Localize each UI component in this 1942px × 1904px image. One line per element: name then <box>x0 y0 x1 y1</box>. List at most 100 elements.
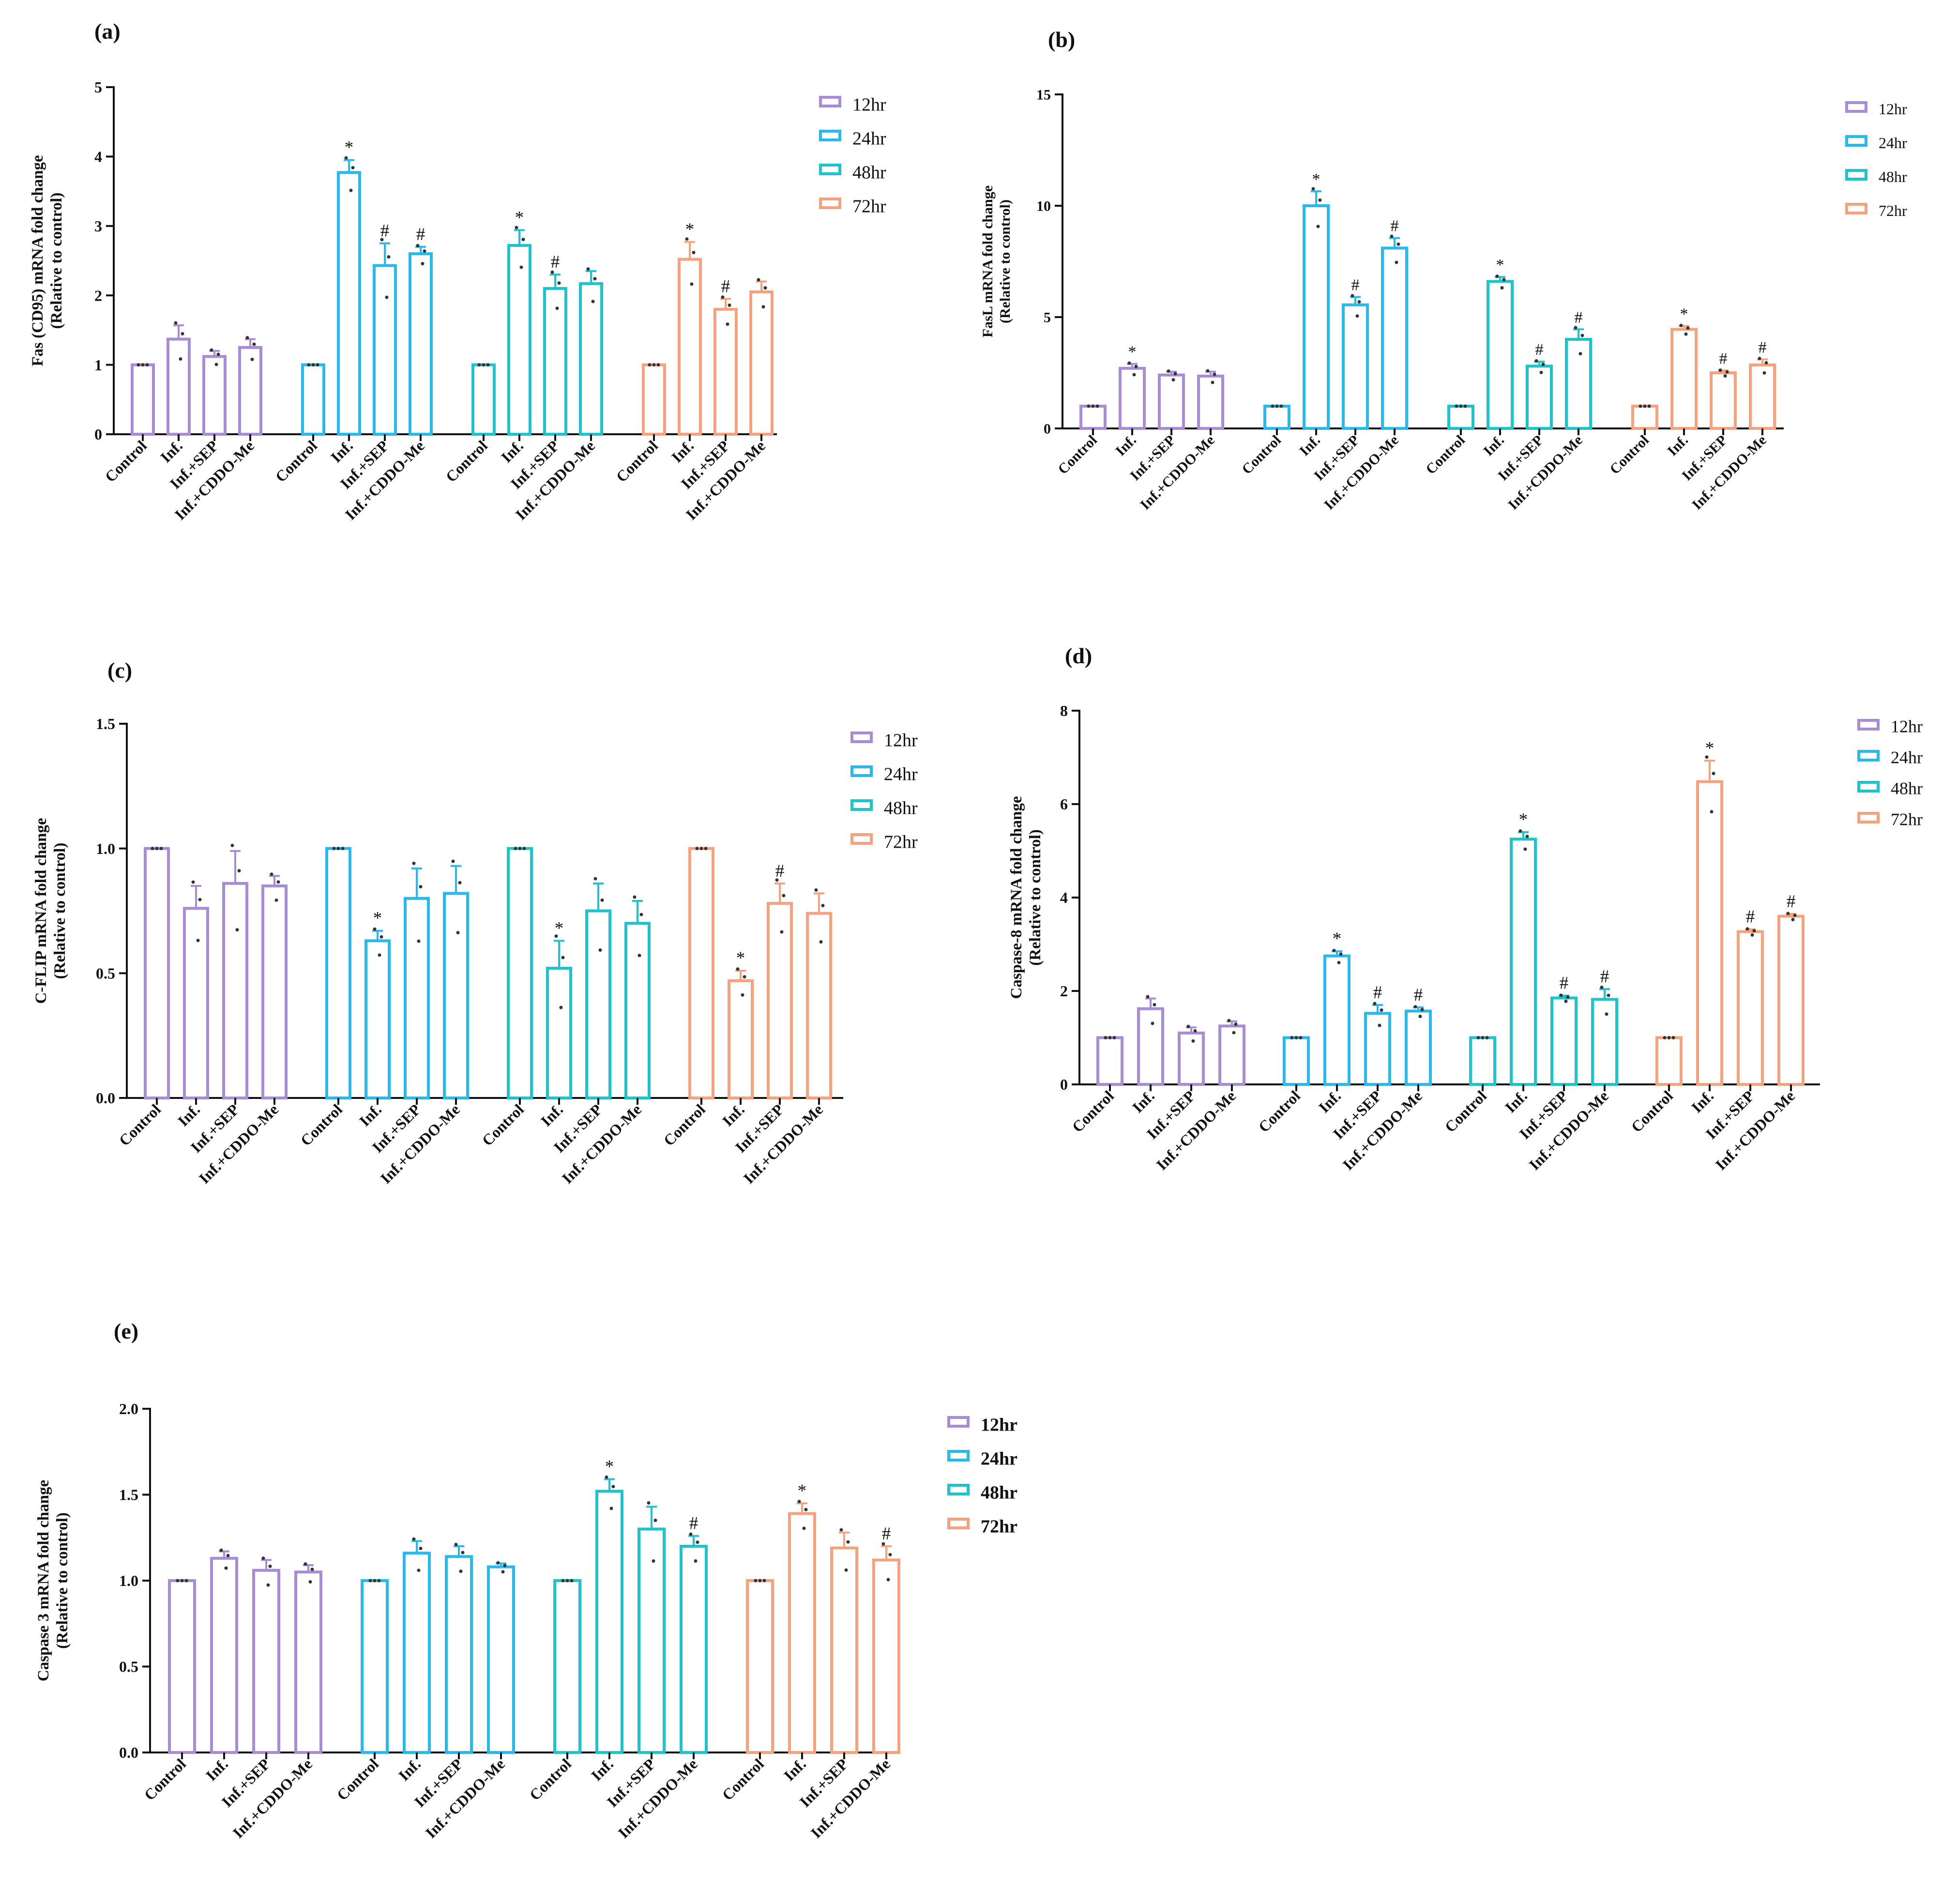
panel-a-legend-swatch <box>819 198 841 209</box>
panel-b-bar <box>1303 204 1330 430</box>
panel-e-bar <box>872 1558 900 1754</box>
panel-d-ytick-label: 0 <box>1060 1076 1068 1093</box>
panel-a-data-point <box>555 306 559 310</box>
panel-c-bar <box>222 882 248 1100</box>
panel-c-data-point <box>332 847 336 851</box>
panel-b-data-point <box>1539 370 1543 374</box>
panel-a-data-point <box>245 336 249 340</box>
panel-e-data-point <box>605 1475 608 1479</box>
panel-e-bar <box>445 1555 473 1754</box>
panel-c-bar <box>183 907 209 1099</box>
panel-d-data-point <box>1671 1036 1675 1039</box>
panel-e-label: (e) <box>114 1319 138 1343</box>
panel-c-data-point <box>412 861 416 865</box>
panel-b-xtick-label: Control <box>1239 432 1284 478</box>
panel-e-data-point <box>184 1579 188 1583</box>
panel-e-ytick-label: 1.0 <box>119 1572 138 1589</box>
panel-d-significance-mark: # <box>1787 892 1796 912</box>
panel-c-data-point <box>741 993 744 997</box>
panel-b-data-point <box>1725 370 1729 374</box>
panel-e-ytick-label: 2.0 <box>119 1400 138 1417</box>
panel-b-ylabel-sub: (Relative to control) <box>997 199 1013 323</box>
panel-d-legend-swatch <box>1857 812 1880 823</box>
panel-a-data-point <box>515 226 518 229</box>
panel-d-data-point <box>1193 1029 1197 1033</box>
panel-b-significance-mark: # <box>1759 338 1767 356</box>
panel-c: (c) C-FLIP mRNA fold change (Relative to c… <box>32 658 918 1187</box>
panel-c-xtick-label: Control <box>115 1100 164 1149</box>
panel-a-data-point <box>316 363 319 367</box>
panel-e-data-point <box>758 1579 762 1583</box>
panel-b-data-point <box>1500 286 1504 290</box>
panel-e-ylabel-sub: (Relative to control) <box>54 1512 71 1649</box>
panel-d: (d) Caspase-8 mRNA fold change (Relative t… <box>1008 643 1923 1173</box>
panel-e-data-point <box>219 1548 223 1552</box>
panel-b-data-point <box>1275 404 1279 408</box>
panel-c-xtick-label: Inf. <box>356 1100 385 1129</box>
panel-e-legend-label: 24hr <box>981 1448 1017 1469</box>
panel-b-bar <box>1631 405 1658 430</box>
panel-b-data-point <box>1762 371 1766 375</box>
panel-d-data-point <box>1294 1036 1298 1039</box>
panel-d-xtick-label: Control <box>1255 1087 1304 1136</box>
panel-c-data-point <box>230 843 234 847</box>
panel-e-bar <box>553 1579 581 1754</box>
panel-a-legend-label: 24hr <box>852 128 886 149</box>
panel-a-data-point <box>586 267 590 271</box>
panel-d-significance-mark: * <box>1333 929 1342 949</box>
panel-c-bar <box>443 892 469 1099</box>
panel-d-legend-label: 12hr <box>1891 717 1923 736</box>
panel-e-data-point <box>846 1540 850 1544</box>
panel-a-bar <box>543 287 567 436</box>
panel-b-data-point <box>1395 260 1398 264</box>
panel-b-data-point <box>1091 404 1095 408</box>
panel-d-significance-mark: * <box>1705 738 1714 758</box>
panel-e-data-point <box>454 1542 458 1546</box>
panel-d-bar <box>1096 1036 1123 1086</box>
panel-d-bar <box>1218 1024 1245 1086</box>
panel-d-data-point <box>1290 1036 1294 1039</box>
panel-a-data-point <box>210 348 213 352</box>
panel-b-bar <box>1119 366 1146 430</box>
panel-e-data-point <box>261 1556 265 1560</box>
panel-c-data-point <box>780 930 784 934</box>
panel-b-xtick-label: Inf. <box>1480 432 1507 459</box>
panel-c-data-point <box>235 928 239 932</box>
panel-d-data-point <box>1339 952 1343 956</box>
panel-a-data-point <box>216 352 220 356</box>
panel-d-data-point <box>1373 1002 1377 1005</box>
panel-c-xtick-label: Control <box>660 1100 709 1149</box>
panel-d-data-point <box>1605 1012 1608 1016</box>
panel-b-data-point <box>1171 378 1175 381</box>
panel-d-data-point <box>1745 927 1749 931</box>
panel-d-legend-label: 72hr <box>1891 810 1923 829</box>
panel-d-xtick-label: Inf. <box>1129 1087 1158 1116</box>
panel-c-xtick-label: Inf. <box>719 1100 748 1129</box>
panel-e-data-point <box>652 1559 655 1563</box>
panel-d-data-point <box>1481 1036 1485 1039</box>
panel-e-data-point <box>303 1562 307 1566</box>
panel-d-data-point <box>1227 1019 1231 1022</box>
panel-d-data-point <box>1337 960 1341 964</box>
panel-a-legend-label: 48hr <box>852 162 886 183</box>
panel-b-bar <box>1487 280 1514 430</box>
panel-d-data-point <box>1153 1003 1156 1006</box>
panel-b-xtick-label: Inf. <box>1112 432 1139 459</box>
panel-c-legend-label: 12hr <box>884 730 918 750</box>
panel-e-data-point <box>419 1547 423 1551</box>
panel-d-data-point <box>1607 993 1610 997</box>
panel-b-data-point <box>1459 404 1463 408</box>
panel-b-data-point <box>1211 381 1214 384</box>
panel-b-significance-mark: * <box>1680 305 1688 323</box>
panel-a-data-point <box>721 295 725 299</box>
panel-a-xtick-label: Control <box>612 437 661 486</box>
panel-a-significance-mark: # <box>551 252 560 272</box>
panel-b-ylabel: FasL mRNA fold change <box>980 185 996 337</box>
panel-e-data-point <box>461 1551 465 1554</box>
panel-e-bar <box>487 1565 515 1754</box>
panel-c-bar <box>404 897 430 1099</box>
panel-e-data-point <box>180 1579 184 1583</box>
panel-b-data-point <box>1502 278 1506 282</box>
panel-a-ylabel-sub: (Relative to control) <box>48 193 65 329</box>
panel-a-bar <box>373 264 397 436</box>
